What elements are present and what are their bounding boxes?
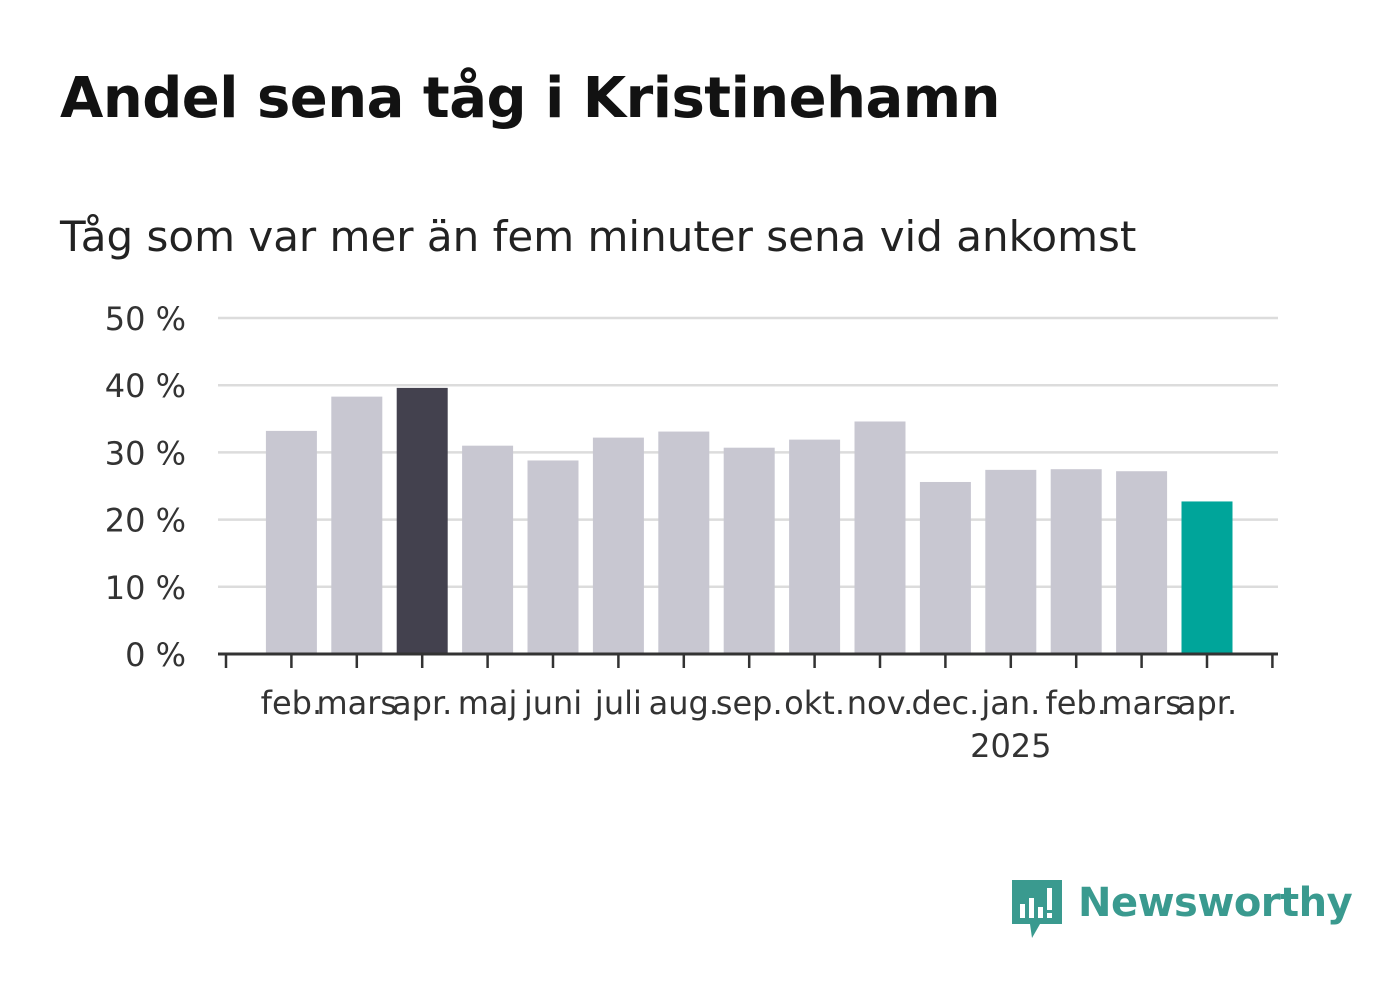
bar: [1050, 469, 1102, 654]
bar: [1181, 501, 1233, 654]
x-tick-label: apr.: [392, 684, 452, 722]
chart-title: Andel sena tåg i Kristinehamn: [60, 66, 1001, 131]
bar: [462, 445, 514, 654]
y-tick-label: 0 %: [125, 636, 186, 674]
bar: [1116, 471, 1168, 654]
x-tick-label: juli: [594, 684, 642, 722]
bar: [854, 421, 906, 654]
chart-subtitle: Tåg som var mer än fem minuter sena vid …: [60, 212, 1137, 261]
x-tick-label: jan.: [980, 684, 1040, 722]
x-tick-label: apr.: [1177, 684, 1237, 722]
bar: [527, 460, 579, 654]
x-tick-label: okt.: [784, 684, 845, 722]
logo-text: Newsworthy: [1078, 880, 1353, 926]
bar: [985, 469, 1037, 654]
y-tick-label: 10 %: [105, 569, 186, 607]
x-tick-label: sep.: [716, 684, 783, 722]
bar: [265, 430, 317, 654]
x-tick-label: maj: [458, 684, 518, 722]
x-tick-label: feb.: [261, 684, 322, 722]
bar: [396, 387, 448, 654]
x-tick-label: juni: [523, 684, 582, 722]
year-label: 2025: [970, 727, 1051, 765]
y-tick-label: 50 %: [105, 300, 186, 338]
bar: [789, 439, 841, 654]
bar: [919, 481, 971, 654]
bar: [592, 437, 644, 654]
bar: [331, 396, 383, 654]
x-tick-label: feb.: [1045, 684, 1106, 722]
x-tick-label: dec.: [912, 684, 980, 722]
bar: [723, 447, 775, 654]
y-tick-label: 40 %: [105, 367, 186, 405]
y-tick-label: 20 %: [105, 502, 186, 540]
newsworthy-logo: Newsworthy: [1010, 878, 1353, 940]
y-tick-label: 30 %: [105, 434, 186, 472]
x-tick-label: nov.: [847, 684, 913, 722]
x-tick-label: mars: [1101, 684, 1182, 722]
bar: [658, 431, 710, 654]
x-tick-label: mars: [316, 684, 397, 722]
newsworthy-bar-icon: [1012, 880, 1062, 938]
x-tick-label: aug.: [649, 684, 719, 722]
